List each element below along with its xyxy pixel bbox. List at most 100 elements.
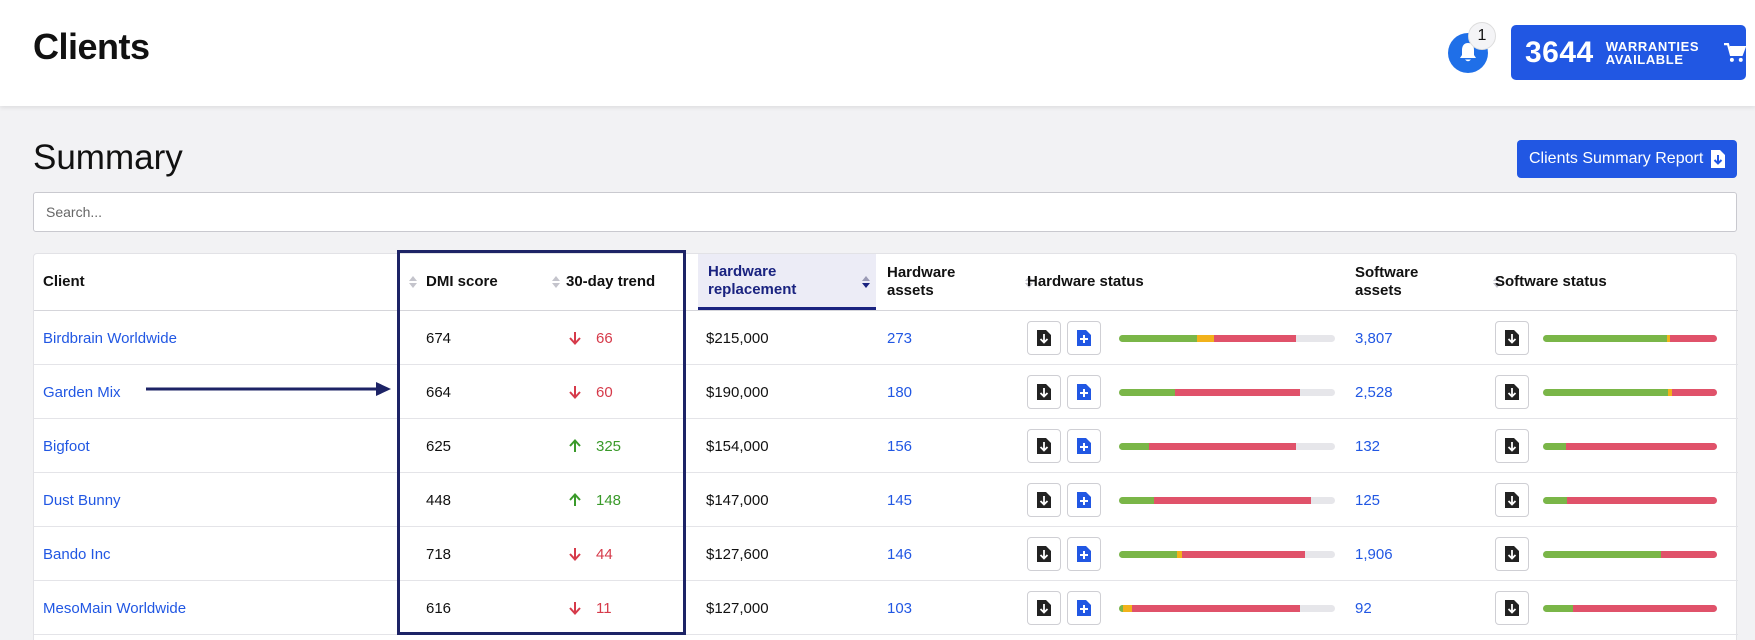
hardware-add-button[interactable] <box>1067 483 1101 517</box>
download-icon <box>1505 384 1519 400</box>
column-label-client: Client <box>43 273 85 290</box>
software-status-bar-green <box>1543 605 1573 612</box>
client-name-link[interactable]: Bigfoot <box>43 437 90 455</box>
column-header-software-assets[interactable]: Software assets <box>1355 254 1507 310</box>
warranties-available-button[interactable]: 3644 WARRANTIES AVAILABLE <box>1511 25 1746 80</box>
column-header-dmi-score[interactable]: DMI score <box>426 254 566 310</box>
hardware-status-bar-green <box>1119 605 1124 612</box>
dmi-score: 674 <box>426 329 452 347</box>
software-download-button[interactable] <box>1495 483 1529 517</box>
hardware-replacement-value: $147,000 <box>706 491 769 509</box>
hardware-status-bar-green <box>1119 551 1178 558</box>
hardware-assets-link[interactable]: 180 <box>887 383 913 401</box>
software-download-button[interactable] <box>1495 321 1529 355</box>
add-document-icon <box>1077 600 1091 616</box>
hardware-replacement-value: $190,000 <box>706 383 769 401</box>
client-name-link[interactable]: MesoMain Worldwide <box>43 599 187 617</box>
dmi-score: 625 <box>426 437 452 455</box>
add-document-icon <box>1077 546 1091 562</box>
download-icon <box>1037 438 1051 454</box>
trend-up-icon <box>569 439 581 452</box>
download-icon <box>1037 600 1051 616</box>
hardware-add-button[interactable] <box>1067 537 1101 571</box>
trend-cell: 148 <box>568 473 621 527</box>
hardware-add-button[interactable] <box>1067 375 1101 409</box>
hardware-add-button[interactable] <box>1067 321 1101 355</box>
hardware-download-button[interactable] <box>1027 375 1061 409</box>
trend-cell: 11 <box>568 581 612 635</box>
software-download-button[interactable] <box>1495 375 1529 409</box>
client-name-link[interactable]: Bando Inc <box>43 545 111 563</box>
warranties-count: 3644 <box>1525 35 1594 69</box>
hardware-download-button[interactable] <box>1027 429 1061 463</box>
software-download-button[interactable] <box>1495 591 1529 625</box>
software-assets-link[interactable]: 2,528 <box>1355 383 1393 401</box>
pointer-arrow-icon <box>146 382 391 396</box>
hardware-download-button[interactable] <box>1027 321 1061 355</box>
software-assets-link[interactable]: 132 <box>1355 437 1381 455</box>
sort-icon <box>1025 276 1033 288</box>
hardware-status-bar-yellow <box>1196 335 1215 342</box>
hardware-assets-link[interactable]: 156 <box>887 437 913 455</box>
hardware-add-button[interactable] <box>1067 429 1101 463</box>
hardware-add-button[interactable] <box>1067 591 1101 625</box>
hardware-status-bar <box>1119 497 1335 504</box>
client-name-link[interactable]: Birdbrain Worldwide <box>43 329 177 347</box>
hardware-status-bar <box>1119 335 1335 342</box>
hardware-status-bar-yellow <box>1177 551 1182 558</box>
hardware-status-bar-green <box>1119 335 1197 342</box>
dmi-score: 616 <box>426 599 452 617</box>
download-icon <box>1037 492 1051 508</box>
column-header-30-day-trend[interactable]: 30-day trend <box>566 254 718 310</box>
client-name-link[interactable]: Dust Bunny <box>43 491 121 509</box>
software-assets-link[interactable]: 3,807 <box>1355 329 1393 347</box>
summary-title: Summary <box>33 138 183 177</box>
software-assets-link[interactable]: 125 <box>1355 491 1381 509</box>
software-status-bar-green <box>1543 551 1662 558</box>
column-label-30-day-trend: 30-day trend <box>566 273 656 290</box>
trend-value: 11 <box>596 599 612 617</box>
software-download-button[interactable] <box>1495 429 1529 463</box>
search-input[interactable] <box>33 192 1737 232</box>
software-assets-link[interactable]: 1,906 <box>1355 545 1393 563</box>
clients-summary-report-button[interactable]: Clients Summary Report <box>1517 140 1737 178</box>
software-status-bar-green <box>1543 389 1669 396</box>
hardware-replacement-value: $215,000 <box>706 329 769 347</box>
download-icon <box>1037 546 1051 562</box>
trend-down-icon <box>569 602 581 615</box>
software-status-bar-red <box>1567 497 1717 504</box>
hardware-assets-link[interactable]: 145 <box>887 491 913 509</box>
hardware-download-button[interactable] <box>1027 591 1061 625</box>
software-assets-link[interactable]: 92 <box>1355 599 1372 617</box>
column-header-client[interactable]: Client <box>43 254 423 310</box>
hardware-assets-link[interactable]: 146 <box>887 545 913 563</box>
hardware-replacement-value: $127,600 <box>706 545 769 563</box>
hardware-download-button[interactable] <box>1027 537 1061 571</box>
sort-icon <box>552 276 560 288</box>
notification-count-badge: 1 <box>1468 22 1496 50</box>
software-status-bar <box>1543 497 1717 504</box>
hardware-assets-link[interactable]: 273 <box>887 329 913 347</box>
download-icon <box>1505 600 1519 616</box>
trend-cell: 44 <box>568 527 613 581</box>
download-icon <box>1505 438 1519 454</box>
column-label-software-status: Software status <box>1495 273 1607 290</box>
hardware-status-bar-red <box>1149 443 1297 450</box>
trend-cell: 325 <box>568 419 621 473</box>
column-header-hardware-assets[interactable]: Hardware assets <box>887 254 1039 310</box>
hardware-status-bar-yellow <box>1123 605 1132 612</box>
trend-cell: 60 <box>568 365 613 419</box>
software-status-bar <box>1543 389 1717 396</box>
dmi-score: 718 <box>426 545 452 563</box>
column-label-hardware-status: Hardware status <box>1027 273 1144 290</box>
client-name-link[interactable]: Garden Mix <box>43 383 121 401</box>
table-row: Birdbrain Worldwide 674 66 $215,000 273 3,807 <box>34 311 1738 365</box>
trend-value: 66 <box>596 329 613 347</box>
top-bar: Clients 1 3644 WARRANTIES AVAILABLE <box>0 0 1755 106</box>
column-header-hardware-replacement[interactable]: Hardware replacement <box>698 254 876 310</box>
cart-icon <box>1724 42 1746 62</box>
hardware-assets-link[interactable]: 103 <box>887 599 913 617</box>
software-status-bar-red <box>1670 335 1717 342</box>
hardware-download-button[interactable] <box>1027 483 1061 517</box>
software-download-button[interactable] <box>1495 537 1529 571</box>
